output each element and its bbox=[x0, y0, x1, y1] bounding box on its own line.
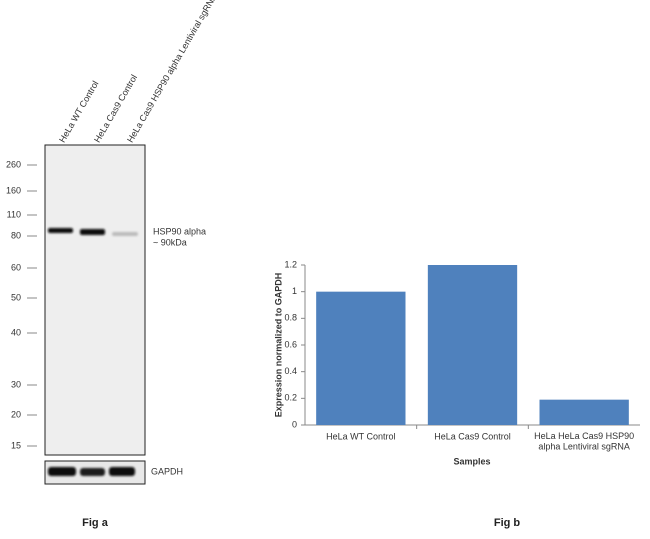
band-label: HSP90 alpha bbox=[153, 226, 206, 236]
blot-membrane bbox=[44, 144, 146, 456]
bar bbox=[316, 291, 406, 425]
marker-label: 30 bbox=[11, 379, 21, 389]
y-tick-label: 0.6 bbox=[284, 339, 297, 349]
bar bbox=[427, 265, 518, 425]
marker-label: 160 bbox=[6, 185, 21, 195]
marker-label: 40 bbox=[11, 327, 21, 337]
y-tick-label: 0.4 bbox=[284, 366, 297, 376]
band bbox=[109, 467, 135, 476]
band bbox=[48, 228, 73, 233]
x-axis-label: Samples bbox=[453, 456, 490, 466]
marker-label: 110 bbox=[7, 209, 21, 219]
x-tick-label: HeLa Cas9 Control bbox=[434, 431, 511, 441]
marker-label: 50 bbox=[11, 292, 21, 302]
y-tick-label: 0.8 bbox=[284, 313, 297, 323]
caption: Fig b bbox=[494, 517, 521, 529]
caption: Fig a bbox=[82, 517, 109, 529]
marker-label: 80 bbox=[11, 230, 21, 240]
marker-label: 60 bbox=[11, 262, 21, 272]
y-tick-label: 0.2 bbox=[284, 393, 297, 403]
band bbox=[48, 467, 76, 476]
loading-control-label: GAPDH bbox=[151, 466, 183, 476]
marker-label: 20 bbox=[11, 409, 21, 419]
lane-label: HeLa Cas9 HSP90 alpha Lentiviral sgRNA bbox=[125, 0, 219, 144]
marker-label: 15 bbox=[11, 440, 21, 450]
band bbox=[112, 232, 138, 236]
marker-label: 260 bbox=[6, 159, 21, 169]
band bbox=[80, 229, 105, 235]
y-tick-label: 1 bbox=[292, 286, 297, 296]
bar bbox=[539, 399, 629, 425]
x-tick-label: HeLa HeLa Cas9 HSP90 alpha Lentiviral sgR… bbox=[534, 431, 634, 451]
band-label: ~ 90kDa bbox=[153, 237, 187, 247]
y-tick-label: 1.2 bbox=[284, 259, 297, 269]
y-tick-label: 0 bbox=[292, 419, 297, 429]
band bbox=[80, 468, 105, 476]
y-axis-label: Expression normalized to GAPDH bbox=[273, 273, 283, 418]
x-tick-label: HeLa WT Control bbox=[326, 431, 395, 441]
